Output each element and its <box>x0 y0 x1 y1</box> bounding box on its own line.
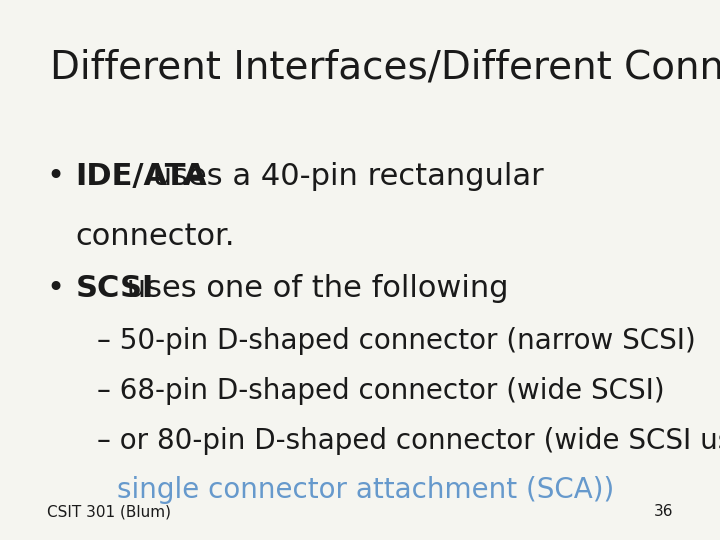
Text: SCSI: SCSI <box>76 274 154 303</box>
Text: Different Interfaces/Different Connectors: Different Interfaces/Different Connector… <box>50 49 720 86</box>
Text: 36: 36 <box>654 504 673 519</box>
Text: connector.: connector. <box>76 222 235 252</box>
Text: – 50-pin D-shaped connector (narrow SCSI): – 50-pin D-shaped connector (narrow SCSI… <box>97 327 696 355</box>
Text: single connector attachment (SCA)): single connector attachment (SCA)) <box>117 476 615 504</box>
Text: CSIT 301 (Blum): CSIT 301 (Blum) <box>47 504 171 519</box>
Text: – or 80-pin D-shaped connector (wide SCSI using: – or 80-pin D-shaped connector (wide SCS… <box>97 427 720 455</box>
Text: uses a 40-pin rectangular: uses a 40-pin rectangular <box>143 162 544 191</box>
Text: •: • <box>47 274 65 303</box>
Text: – 68-pin D-shaped connector (wide SCSI): – 68-pin D-shaped connector (wide SCSI) <box>97 377 665 405</box>
Text: IDE/ATA: IDE/ATA <box>76 162 207 191</box>
Text: uses one of the following: uses one of the following <box>117 274 509 303</box>
Text: •: • <box>47 162 65 191</box>
